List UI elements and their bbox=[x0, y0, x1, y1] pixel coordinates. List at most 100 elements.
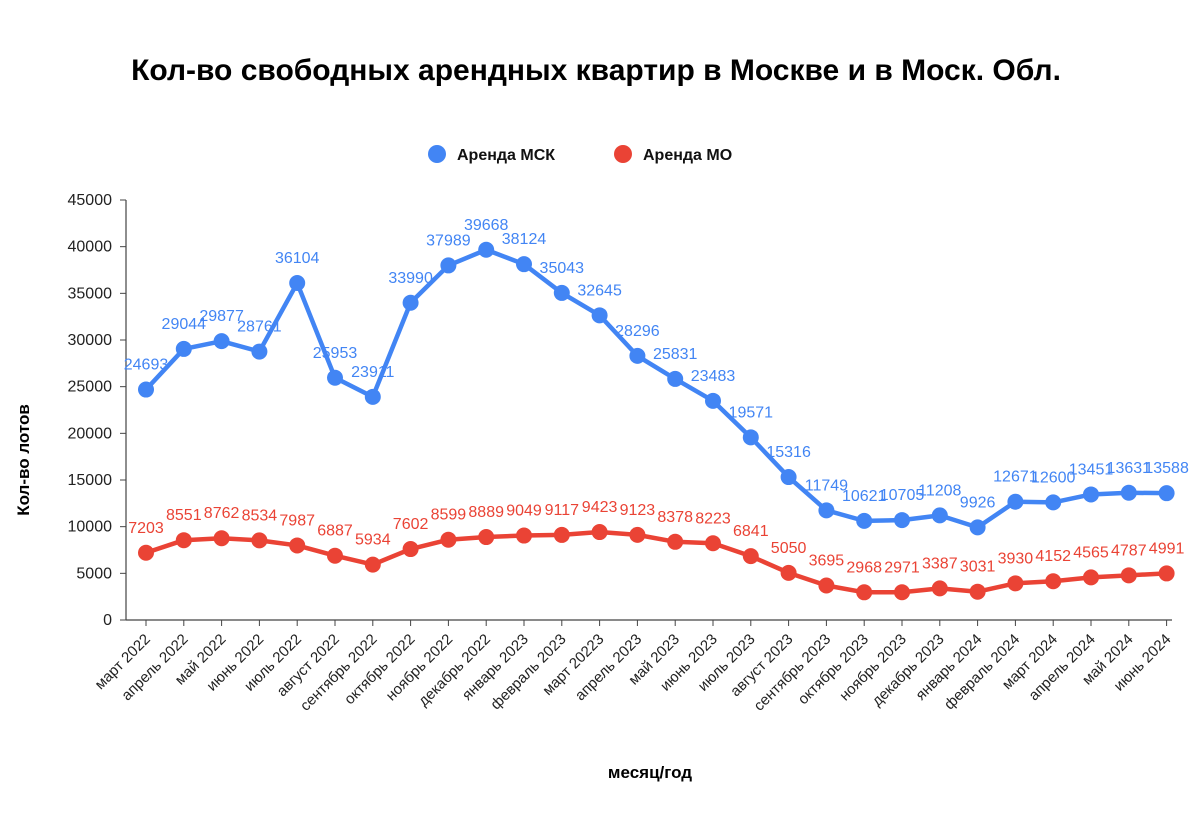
data-point bbox=[175, 532, 192, 549]
data-label: 12600 bbox=[1031, 469, 1076, 486]
x-axis-label: месяц/год bbox=[608, 763, 692, 782]
y-axis-ticks: 0 5000 10000 15000 20000 25000 30000 35000 40000… bbox=[68, 192, 126, 629]
data-label: 8599 bbox=[431, 507, 467, 524]
data-point bbox=[667, 533, 684, 550]
data-label: 9123 bbox=[620, 502, 656, 519]
y-tick-label: 10000 bbox=[68, 519, 113, 536]
data-label: 35043 bbox=[540, 260, 585, 277]
data-label: 8889 bbox=[468, 504, 504, 521]
data-label: 29044 bbox=[162, 316, 207, 333]
legend-label: Аренда МО bbox=[643, 147, 732, 164]
data-label: 8534 bbox=[242, 507, 278, 524]
data-point bbox=[440, 257, 457, 274]
data-point bbox=[856, 584, 873, 601]
y-tick-label: 0 bbox=[103, 612, 112, 629]
series-line bbox=[143, 247, 1169, 530]
data-point bbox=[289, 275, 306, 292]
data-point bbox=[516, 256, 532, 273]
data-point bbox=[629, 347, 646, 364]
data-point bbox=[1083, 486, 1099, 503]
data-point bbox=[591, 524, 608, 541]
data-point bbox=[591, 307, 608, 324]
data-label: 9926 bbox=[960, 494, 996, 511]
data-label: 28296 bbox=[615, 323, 660, 340]
data-label: 4991 bbox=[1149, 540, 1185, 557]
data-label: 11749 bbox=[805, 477, 848, 494]
data-label: 5934 bbox=[355, 532, 391, 549]
data-point bbox=[894, 512, 910, 529]
data-label: 8762 bbox=[204, 505, 240, 522]
data-label: 37989 bbox=[426, 232, 471, 249]
data-label: 23483 bbox=[691, 368, 736, 385]
data-label: 15316 bbox=[766, 444, 811, 461]
data-point bbox=[327, 547, 343, 564]
data-point bbox=[251, 532, 268, 549]
data-point bbox=[629, 526, 646, 543]
data-point bbox=[175, 340, 192, 357]
data-point bbox=[969, 519, 986, 536]
data-point bbox=[780, 564, 797, 581]
data-label: 6887 bbox=[317, 523, 353, 540]
data-point bbox=[138, 544, 154, 561]
data-label: 29877 bbox=[199, 308, 244, 325]
y-tick-label: 30000 bbox=[68, 332, 113, 349]
legend-label: Аренда МСК bbox=[457, 147, 555, 164]
data-point bbox=[894, 584, 910, 601]
data-point bbox=[667, 370, 684, 387]
data-point bbox=[402, 541, 419, 558]
data-point bbox=[213, 530, 230, 547]
y-tick-label: 25000 bbox=[68, 379, 113, 396]
data-point bbox=[705, 392, 721, 409]
data-label: 4152 bbox=[1035, 548, 1071, 565]
data-point bbox=[213, 333, 230, 350]
data-label: 7602 bbox=[393, 516, 429, 533]
data-label: 36104 bbox=[275, 250, 320, 267]
data-point bbox=[327, 369, 343, 386]
y-tick-label: 5000 bbox=[76, 565, 112, 582]
data-label: 3695 bbox=[809, 553, 845, 570]
data-label: 19571 bbox=[729, 404, 774, 421]
data-label: 10705 bbox=[880, 487, 925, 504]
data-label: 12671 bbox=[993, 469, 1038, 486]
data-label: 4787 bbox=[1111, 542, 1147, 559]
data-point bbox=[553, 526, 570, 543]
data-point bbox=[931, 507, 948, 524]
data-point bbox=[818, 502, 835, 519]
data-label: 24693 bbox=[124, 357, 169, 374]
data-label: 8223 bbox=[695, 510, 731, 527]
data-label: 2968 bbox=[846, 559, 882, 576]
data-label: 2971 bbox=[884, 559, 920, 576]
data-point bbox=[138, 381, 154, 398]
data-point bbox=[705, 535, 721, 552]
data-label: 13588 bbox=[1144, 460, 1189, 477]
data-point bbox=[780, 469, 797, 486]
legend: Аренда МСК Аренда МО bbox=[428, 145, 732, 164]
data-label: 3387 bbox=[922, 555, 958, 572]
data-label: 8551 bbox=[166, 507, 202, 524]
data-label: 25831 bbox=[653, 346, 698, 363]
data-point bbox=[402, 294, 419, 311]
data-point bbox=[364, 388, 381, 405]
data-label: 28761 bbox=[237, 319, 282, 336]
series-line bbox=[143, 529, 1169, 595]
data-label: 38124 bbox=[502, 231, 547, 248]
data-point bbox=[1045, 494, 1062, 511]
data-label: 6841 bbox=[733, 523, 769, 540]
data-label: 9423 bbox=[582, 499, 618, 516]
data-point bbox=[742, 429, 759, 446]
data-point bbox=[440, 531, 457, 548]
data-label: 32645 bbox=[577, 282, 622, 299]
data-point bbox=[1007, 575, 1024, 592]
data-label: 5050 bbox=[771, 540, 807, 557]
data-point bbox=[364, 556, 381, 573]
data-point bbox=[742, 548, 759, 565]
legend-marker bbox=[428, 145, 446, 163]
data-point bbox=[1007, 493, 1024, 510]
data-point bbox=[289, 537, 306, 554]
y-tick-label: 35000 bbox=[68, 285, 113, 302]
y-tick-label: 20000 bbox=[68, 425, 113, 442]
